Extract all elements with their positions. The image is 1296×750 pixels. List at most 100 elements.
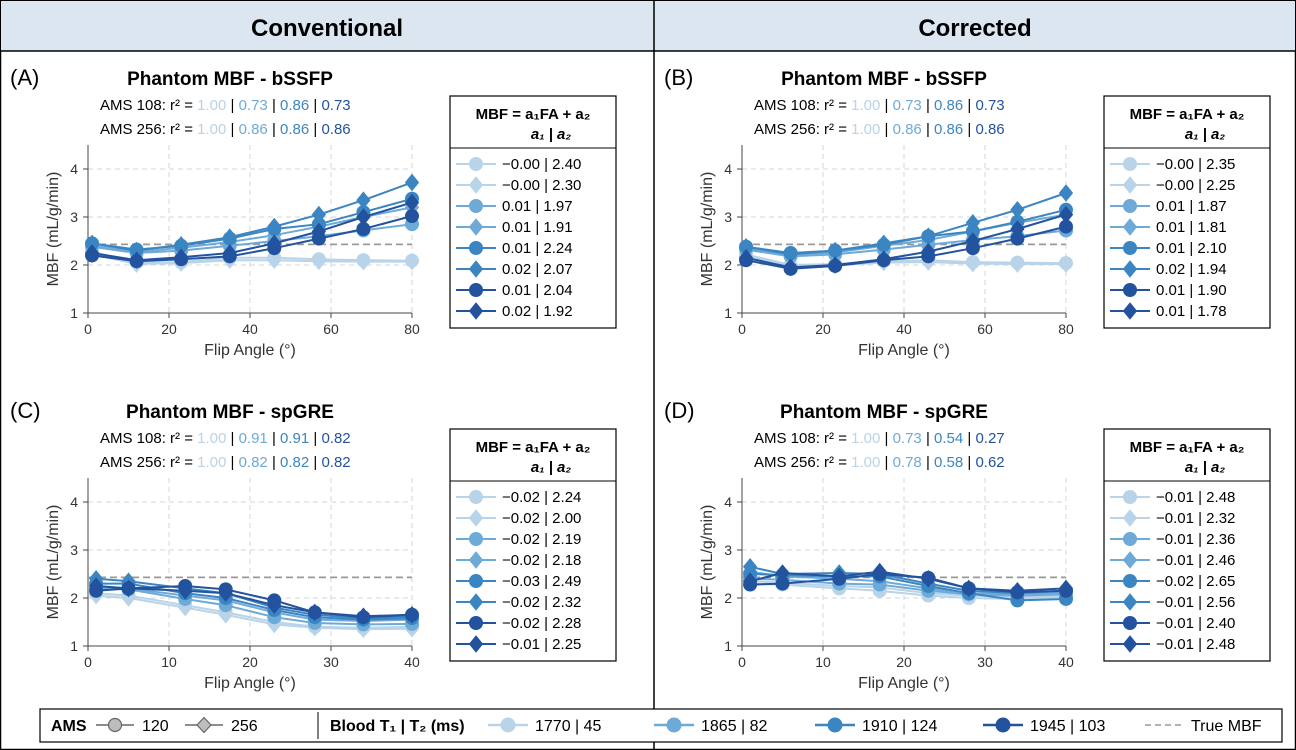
data-point-diamond: [222, 244, 237, 262]
data-point-diamond: [356, 208, 371, 226]
r2-symbol: r² =: [824, 97, 851, 114]
series-line: [749, 570, 1067, 592]
y-tick-label: 3: [724, 209, 732, 225]
r2-value: 0.86: [975, 121, 1004, 138]
legend-ams-256: 256: [231, 718, 258, 735]
r2-value: 0.78: [893, 454, 922, 471]
fit-legend-value: 0.02 | 1.92: [502, 303, 573, 320]
r2-value: 1.00: [197, 454, 226, 471]
r2-value: 1.00: [851, 454, 880, 471]
panel-title: Phantom MBF - spGRE: [126, 402, 334, 423]
r2-symbol: r² =: [170, 97, 197, 114]
blood-legend-circle-icon: [500, 717, 516, 733]
fit-legend-value: −0.01 | 2.46: [1156, 552, 1235, 569]
data-point-diamond: [356, 252, 371, 271]
fit-legend-subtitle: a₁ | a₂: [1185, 459, 1225, 476]
r2-separator: |: [268, 121, 280, 138]
series-line: [91, 215, 413, 263]
r2-separator: |: [268, 430, 280, 447]
fit-legend-value: 0.01 | 1.87: [1156, 198, 1227, 215]
series-line: [750, 573, 1067, 602]
x-axis-label: Flip Angle (°): [858, 342, 950, 359]
r2-prefix: AMS 108:: [100, 430, 170, 447]
data-point-diamond: [267, 596, 282, 614]
x-tick-label: 0: [84, 321, 92, 337]
x-tick-label: 80: [404, 321, 420, 337]
data-point-diamond: [921, 570, 936, 588]
legend-ams-120: 120: [142, 718, 169, 735]
fit-legend-value: −0.02 | 2.18: [502, 552, 581, 569]
y-axis-label: MBF (mL/g/min): [699, 172, 716, 287]
data-point-diamond: [267, 217, 282, 236]
r2-row: AMS 256: r² = 1.00 | 0.78 | 0.58 | 0.62: [754, 454, 1005, 471]
fit-legend-diamond-icon: [1122, 260, 1138, 278]
data-point-diamond: [267, 234, 282, 253]
fit-legend-circle-icon: [469, 532, 483, 546]
fit-legend-diamond-icon: [1122, 509, 1138, 527]
r2-separator: |: [922, 121, 934, 138]
r2-prefix: AMS 256:: [100, 121, 170, 138]
data-point-diamond: [84, 244, 100, 262]
r2-value: 0.73: [893, 430, 922, 447]
data-point-diamond: [961, 579, 976, 598]
blood-legend-label: 1865 | 82: [701, 718, 768, 735]
fit-legend-diamond-icon: [1122, 302, 1138, 320]
r2-value: 0.82: [280, 454, 309, 471]
data-point-diamond: [178, 582, 193, 600]
fit-legend-value: 0.02 | 1.94: [1156, 261, 1227, 278]
y-tick-label: 1: [70, 305, 78, 321]
fit-legend-value: −0.00 | 2.30: [502, 177, 581, 194]
r2-row: AMS 108: r² = 1.00 | 0.73 | 0.86 | 0.73: [754, 97, 1005, 114]
r2-prefix: AMS 108:: [754, 430, 824, 447]
y-tick-label: 4: [70, 494, 78, 510]
data-point-diamond: [356, 191, 371, 209]
r2-symbol: r² =: [824, 454, 851, 471]
fit-legend-diamond-icon: [1122, 593, 1138, 611]
fit-legend-value: 0.01 | 2.04: [502, 282, 573, 299]
series-line: [91, 181, 413, 252]
series-line: [745, 213, 1067, 269]
r2-value: 0.73: [893, 97, 922, 114]
r2-value: 0.86: [239, 121, 268, 138]
legend-circle-marker-icon: [107, 717, 123, 733]
r2-separator: |: [226, 454, 238, 471]
data-point-diamond: [311, 205, 326, 224]
r2-separator: |: [963, 97, 975, 114]
y-tick-label: 1: [724, 305, 732, 321]
r2-symbol: r² =: [170, 454, 197, 471]
y-tick-label: 4: [724, 494, 732, 510]
x-axis-label: Flip Angle (°): [204, 675, 296, 692]
bottom-legend: AMS 120 256 Blood T₁ | T₂ (ms) 1770 | 45…: [39, 708, 1283, 743]
data-point-diamond: [404, 193, 420, 212]
r2-separator: |: [309, 454, 321, 471]
y-tick-label: 4: [70, 161, 78, 177]
y-tick-label: 1: [70, 638, 78, 654]
fit-legend-diamond-icon: [468, 302, 484, 320]
r2-value: 0.82: [321, 430, 350, 447]
r2-value: 0.86: [934, 121, 963, 138]
r2-separator: |: [226, 430, 238, 447]
series-line: [96, 585, 413, 618]
fit-legend-subtitle: a₁ | a₂: [531, 459, 571, 476]
data-point-diamond: [307, 603, 322, 622]
r2-value: 1.00: [197, 121, 226, 138]
fit-legend-circle-icon: [1123, 241, 1137, 255]
fit-legend-value: 0.01 | 1.78: [1156, 303, 1227, 320]
r2-prefix: AMS 256:: [100, 454, 170, 471]
fit-legend-value: −0.00 | 2.40: [502, 156, 581, 173]
r2-separator: |: [963, 430, 975, 447]
fit-legend-value: −0.02 | 2.00: [502, 510, 581, 527]
r2-separator: |: [963, 454, 975, 471]
header-corrected: Corrected: [918, 15, 1031, 42]
fit-legend-diamond-icon: [468, 551, 484, 569]
fit-legend-title: MBF = a₁FA + a₂: [476, 439, 591, 456]
r2-row: AMS 108: r² = 1.00 | 0.73 | 0.86 | 0.73: [100, 97, 351, 114]
fit-legend-value: −0.01 | 2.48: [1156, 489, 1235, 506]
data-point-diamond: [872, 562, 887, 581]
data-point-diamond: [965, 232, 980, 250]
data-point-diamond: [1010, 201, 1025, 219]
r2-value: 0.86: [280, 121, 309, 138]
fit-legend-value: 0.01 | 1.91: [502, 219, 573, 236]
fit-legend-circle-icon: [469, 574, 483, 588]
x-tick-label: 60: [323, 321, 339, 337]
